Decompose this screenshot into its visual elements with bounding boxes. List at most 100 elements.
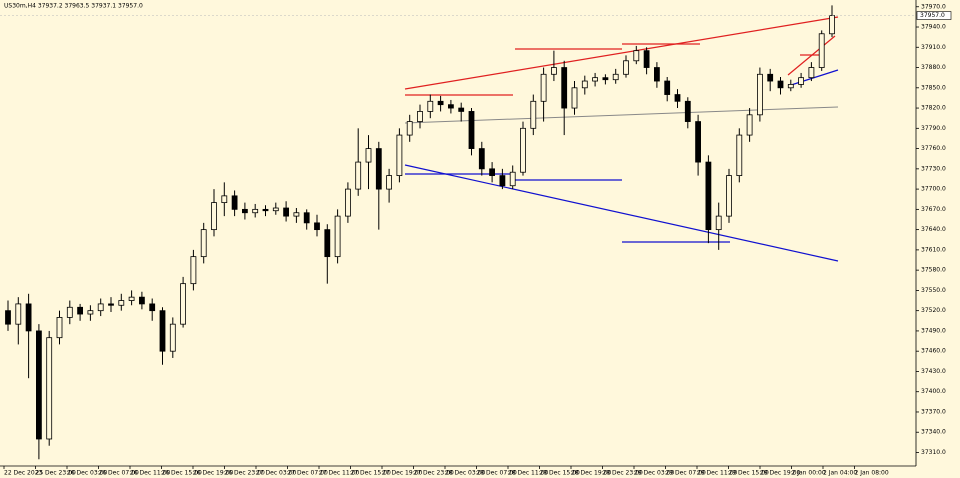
candle-body (437, 100, 444, 106)
candle-body (509, 171, 516, 187)
candle-body (551, 67, 557, 75)
candle-body (654, 67, 660, 82)
candle-body (798, 77, 804, 85)
candle-body (25, 303, 32, 332)
candle-body (386, 175, 393, 190)
candle-body (581, 80, 588, 89)
y-tick-label: 37790.0 (921, 125, 946, 132)
x-tick-label: 26 Dec 07:00 (99, 470, 140, 477)
candle-body (602, 77, 609, 81)
y-tick-label: 37400.0 (921, 388, 946, 395)
candle-body (447, 104, 454, 109)
candle-body (118, 300, 125, 306)
candle-body (427, 100, 434, 112)
candle-body (829, 15, 835, 35)
candle-body (499, 175, 506, 187)
x-tick-label: 26 Dec 11:00 (130, 470, 171, 477)
candle-body (478, 148, 485, 170)
candle-body (344, 188, 351, 217)
x-tick-label: 2 Jan 04:00 (823, 470, 857, 477)
y-tick-label: 37430.0 (921, 368, 946, 375)
candle-body (46, 337, 53, 440)
chart-title: US30m,H4 37937.2 37963.5 37937.1 37957.0 (4, 3, 143, 10)
y-tick-label: 37580.0 (921, 267, 946, 274)
x-tick-label: 27 Dec 03:00 (256, 470, 297, 477)
y-tick-label: 37880.0 (921, 64, 946, 71)
candle-body (365, 148, 372, 163)
x-tick-label: 28 Dec 23:00 (603, 470, 644, 477)
y-tick-label: 37520.0 (921, 307, 946, 314)
y-tick-label: 37460.0 (921, 348, 946, 355)
candle-body (777, 80, 784, 89)
x-tick-label: 27 Dec 07:00 (288, 470, 329, 477)
candle-body (674, 94, 681, 102)
y-tick-label: 37310.0 (921, 449, 946, 456)
candle-body (571, 87, 578, 109)
y-tick-label: 37610.0 (921, 246, 946, 253)
y-tick-label: 37820.0 (921, 105, 946, 112)
y-tick-label: 37550.0 (921, 287, 946, 294)
x-tick-label: 29 Dec 07:00 (666, 470, 707, 477)
candle-body (128, 296, 135, 301)
y-tick-label: 37640.0 (921, 226, 946, 233)
candle-body (283, 207, 290, 217)
candle-body (66, 306, 73, 318)
candle-body (417, 111, 423, 122)
candle-body (633, 50, 640, 62)
candle-body (726, 175, 732, 217)
candle-body (705, 161, 712, 231)
candle-body (180, 283, 187, 325)
candle-body (695, 121, 701, 163)
candle-body (540, 73, 547, 102)
candle-body (808, 67, 815, 79)
trendline (404, 106, 839, 124)
candle-body (664, 80, 671, 95)
candle-body (468, 111, 475, 149)
candle-body (684, 100, 691, 122)
x-tick-label: 26 Dec 15:00 (162, 470, 203, 477)
x-tick-label: 29 Dec 11:00 (697, 470, 738, 477)
trendline (404, 16, 839, 90)
x-tick-label: 25 Dec 23:00 (36, 470, 77, 477)
x-tick-label: 28 Dec 19:00 (571, 470, 612, 477)
candle-body (159, 310, 166, 352)
candle-body (623, 60, 629, 75)
candle-body (169, 323, 176, 352)
x-tick-label: 26 Dec 03:00 (67, 470, 108, 477)
y-tick-label: 37370.0 (921, 408, 946, 415)
x-tick-label: 29 Dec 19:00 (760, 470, 801, 477)
drawn-objects (404, 16, 839, 262)
y-tick-label: 37670.0 (921, 206, 946, 213)
y-tick-label: 37490.0 (921, 327, 946, 334)
candle-body (87, 310, 94, 315)
x-tick-label: 27 Dec 15:00 (351, 470, 392, 477)
x-tick-label: 27 Dec 19:00 (382, 470, 423, 477)
candle-body (612, 73, 619, 81)
candle-body (190, 256, 197, 285)
candle-body (561, 67, 568, 109)
candle-body (334, 215, 341, 258)
candle-body (200, 229, 207, 258)
candle-body (324, 229, 331, 258)
candle-body (458, 107, 465, 112)
x-tick-label: 27 Dec 11:00 (319, 470, 360, 477)
x-tick-label: 28 Dec 15:00 (540, 470, 581, 477)
x-tick-label: 29 Dec 15:00 (729, 470, 770, 477)
candle-body (520, 127, 526, 173)
x-tick-label: 29 Dec 03:00 (634, 470, 675, 477)
candle-body (746, 114, 753, 136)
x-tick-label: 28 Dec 11:00 (508, 470, 549, 477)
y-tick-label: 37970.0 (921, 3, 946, 10)
trendline (404, 164, 839, 262)
candle-body (736, 134, 743, 176)
candle-body (56, 317, 63, 339)
y-tick-label: 37850.0 (921, 84, 946, 91)
candle-body (396, 134, 403, 176)
candle-body (77, 306, 83, 315)
candle-body (375, 148, 382, 190)
candle-body (787, 84, 794, 89)
candle-body (293, 212, 300, 217)
candle-body (15, 303, 22, 325)
x-tick-label: 28 Dec 07:00 (477, 470, 518, 477)
